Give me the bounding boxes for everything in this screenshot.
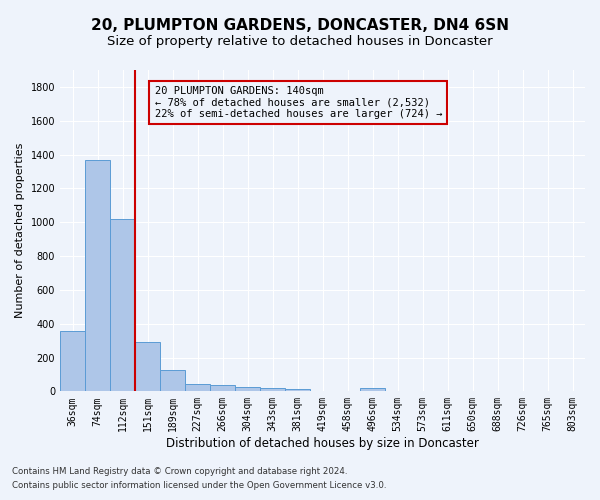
Text: Contains HM Land Registry data © Crown copyright and database right 2024.: Contains HM Land Registry data © Crown c…	[12, 467, 347, 476]
Text: 20, PLUMPTON GARDENS, DONCASTER, DN4 6SN: 20, PLUMPTON GARDENS, DONCASTER, DN4 6SN	[91, 18, 509, 32]
Text: Contains public sector information licensed under the Open Government Licence v3: Contains public sector information licen…	[12, 481, 386, 490]
X-axis label: Distribution of detached houses by size in Doncaster: Distribution of detached houses by size …	[166, 437, 479, 450]
Bar	[285, 389, 310, 392]
Bar	[235, 387, 260, 392]
Bar	[85, 160, 110, 392]
Text: Size of property relative to detached houses in Doncaster: Size of property relative to detached ho…	[107, 35, 493, 48]
Bar	[110, 219, 135, 392]
Bar	[135, 342, 160, 392]
Bar	[210, 386, 235, 392]
Y-axis label: Number of detached properties: Number of detached properties	[15, 143, 25, 318]
Bar	[185, 384, 210, 392]
Bar	[260, 388, 285, 392]
Bar	[360, 388, 385, 392]
Text: 20 PLUMPTON GARDENS: 140sqm
← 78% of detached houses are smaller (2,532)
22% of : 20 PLUMPTON GARDENS: 140sqm ← 78% of det…	[155, 86, 442, 120]
Bar	[60, 332, 85, 392]
Bar	[160, 370, 185, 392]
